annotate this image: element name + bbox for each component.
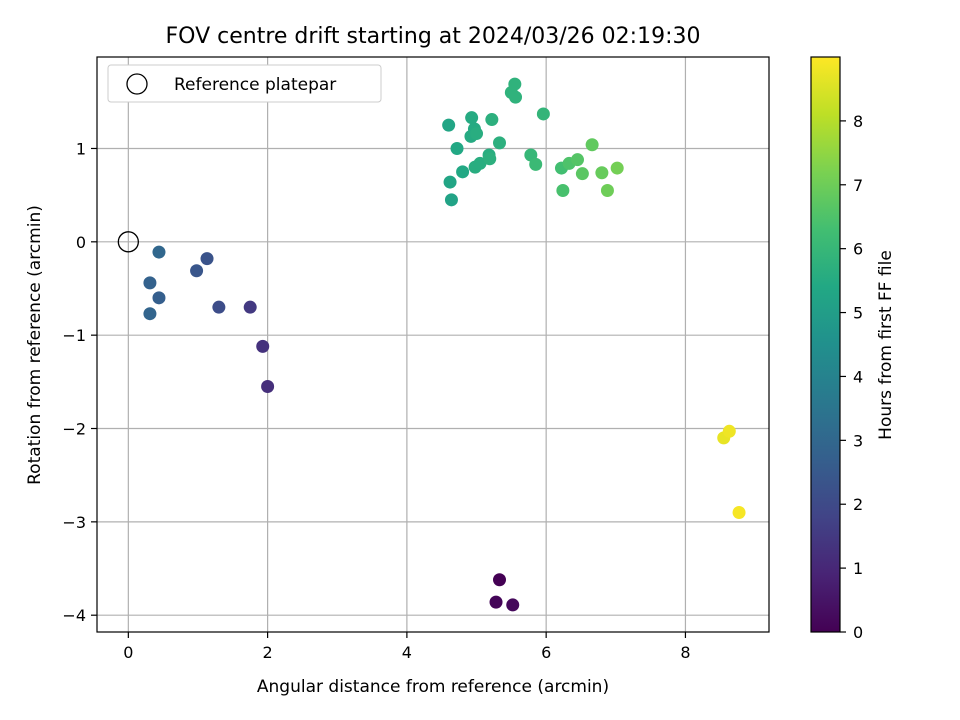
plot-frame — [96, 56, 770, 633]
y-tick-label: −2 — [62, 420, 86, 439]
x-tick-label: 8 — [680, 643, 690, 662]
x-axis: 0 2 4 6 8 — [123, 632, 691, 662]
scatter-point — [456, 165, 470, 179]
x-tick-label: 4 — [402, 643, 412, 662]
y-axis: −4 −3 −2 −1 0 1 — [62, 139, 97, 625]
scatter-point — [143, 276, 157, 290]
scatter-point — [493, 573, 507, 587]
colorbar-gradient — [811, 57, 840, 632]
colorbar-tick-label: 3 — [853, 431, 863, 450]
scatter-point — [483, 152, 497, 166]
colorbar-tick-label: 0 — [853, 623, 863, 642]
scatter-point — [152, 291, 166, 305]
scatter-point — [610, 161, 624, 175]
y-tick-label: 0 — [76, 233, 86, 252]
colorbar-label: Hours from first FF file — [876, 250, 896, 440]
scatter-point — [470, 127, 484, 141]
scatter-point — [444, 193, 458, 207]
legend-box — [107, 64, 382, 103]
scatter-point — [465, 111, 479, 125]
scatter-point — [575, 167, 589, 181]
scatter-point — [529, 157, 543, 171]
legend-marker-icon — [126, 73, 148, 95]
scatter-point — [190, 264, 204, 278]
x-tick-label: 6 — [541, 643, 551, 662]
colorbar-frame — [810, 56, 841, 633]
scatter-point — [595, 166, 609, 180]
scatter-point — [556, 183, 570, 197]
scatter-point — [570, 153, 584, 167]
x-axis-label: Angular distance from reference (arcmin) — [257, 677, 609, 697]
data-points — [117, 77, 746, 612]
scatter-point — [509, 90, 523, 104]
scatter-point — [450, 141, 464, 155]
scatter-point — [506, 598, 520, 612]
scatter-point — [600, 183, 614, 197]
chart-title: FOV centre drift starting at 2024/03/26 … — [166, 24, 701, 49]
colorbar-tick-label: 2 — [853, 495, 863, 514]
scatter-point — [508, 77, 522, 91]
colorbar-tick-label: 5 — [853, 304, 863, 323]
colorbar-ticks: 0 1 2 3 4 5 6 7 8 — [840, 112, 863, 642]
y-tick-label: −3 — [62, 513, 86, 532]
colorbar-tick-label: 8 — [853, 112, 863, 131]
scatter-point — [536, 107, 550, 121]
colorbar-tick-label: 6 — [853, 240, 863, 259]
scatter-point — [473, 156, 487, 170]
scatter-point — [243, 300, 257, 314]
grid-lines — [97, 57, 769, 632]
x-tick-label: 2 — [263, 643, 273, 662]
reference-platepar-marker — [117, 231, 139, 253]
scatter-point — [732, 506, 746, 520]
scatter-point — [143, 307, 157, 321]
scatter-point — [200, 252, 214, 266]
scatter-point — [585, 138, 599, 152]
scatter-point — [493, 136, 507, 150]
legend: Reference platepar — [107, 64, 382, 103]
scatter-point — [256, 339, 270, 353]
legend-label: Reference platepar — [174, 75, 336, 95]
scatter-point — [489, 595, 503, 609]
scatter-point — [485, 113, 499, 127]
scatter-point — [212, 300, 226, 314]
colorbar-tick-label: 1 — [853, 559, 863, 578]
scatter-point — [261, 380, 275, 394]
y-tick-label: −1 — [62, 326, 86, 345]
colorbar-tick-label: 7 — [853, 176, 863, 195]
y-tick-label: −4 — [62, 606, 86, 625]
x-tick-label: 0 — [123, 643, 133, 662]
colorbar-tick-label: 4 — [853, 367, 863, 386]
scatter-point — [152, 245, 166, 259]
y-axis-label: Rotation from reference (arcmin) — [25, 205, 45, 485]
scatter-point — [722, 424, 736, 438]
y-tick-label: 1 — [76, 139, 86, 158]
colorbar: 0 1 2 3 4 5 6 7 8 Hours from first FF file — [810, 56, 896, 642]
scatter-point — [443, 175, 457, 189]
scatter-point — [442, 118, 456, 132]
